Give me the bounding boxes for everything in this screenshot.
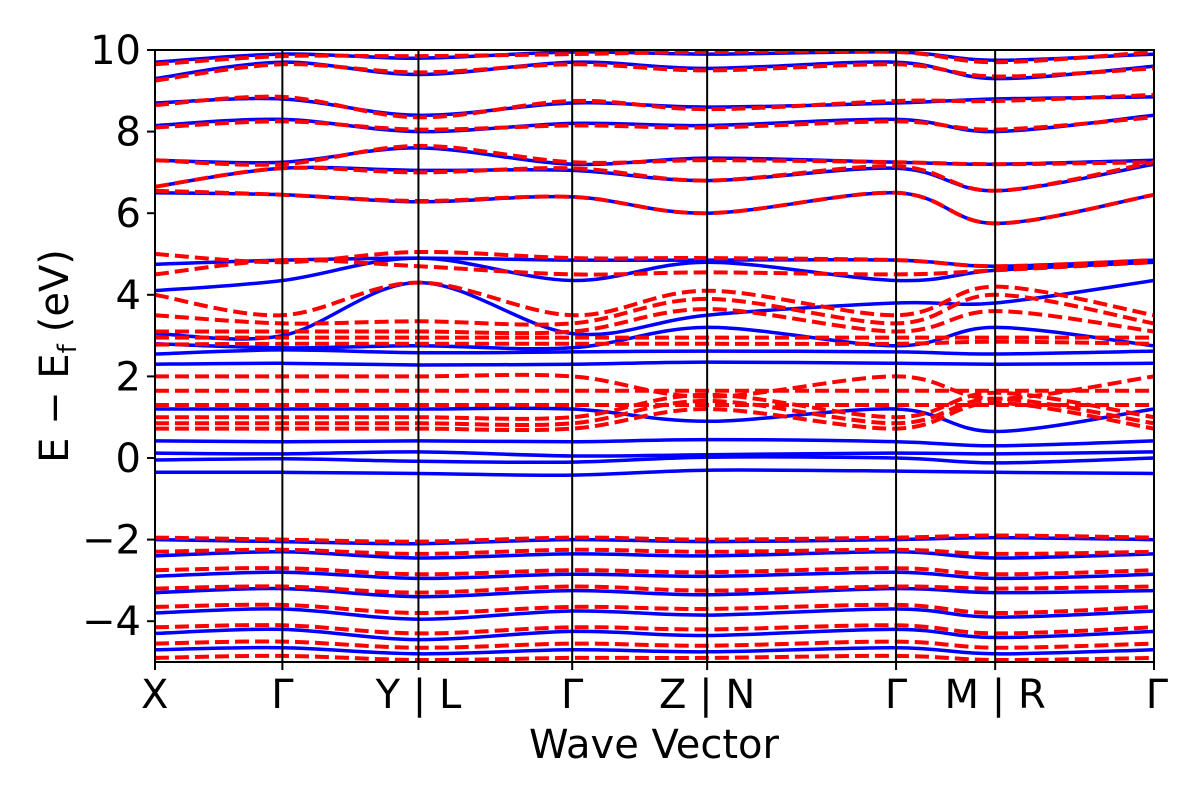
- dashed-band-14: [155, 160, 1154, 193]
- y-axis-label-main: E − E: [32, 353, 78, 463]
- dashed-band-1: [155, 396, 1154, 427]
- solid-band-7: [155, 325, 1154, 351]
- dashed-band-27: [155, 653, 1154, 662]
- dashed-band-19: [155, 50, 1154, 67]
- svg-text:E − Ef(eV): E − Ef (eV): [32, 249, 83, 463]
- x-tick-label: Γ: [885, 672, 908, 718]
- solid-band-0: [155, 468, 1154, 477]
- solid-band-24: [155, 645, 1154, 656]
- x-tick-label: Γ: [561, 672, 584, 718]
- x-tick-label: Γ: [271, 672, 294, 718]
- y-tick-label: 10: [90, 28, 141, 74]
- dashed-band-26: [155, 639, 1154, 650]
- y-tick-label: 0: [116, 436, 141, 482]
- solid-band-20: [155, 570, 1154, 581]
- dashed-band-9: [155, 292, 1154, 327]
- dashed-band-8: [155, 307, 1154, 336]
- dashed-band-12: [155, 249, 1154, 269]
- dashed-band-17: [155, 92, 1154, 120]
- y-axis-label-unit: (eV): [32, 249, 78, 332]
- plot-frame: [154, 49, 1155, 663]
- solid-band-19: [155, 550, 1154, 560]
- dashed-band-25: [155, 623, 1154, 636]
- dashed-band-24: [155, 602, 1154, 616]
- dashed-band-10: [155, 280, 1154, 318]
- dashed-band-21: [155, 547, 1154, 556]
- y-tick-label: 6: [116, 191, 141, 237]
- segment-dividers: [281, 50, 997, 662]
- y-axis-label: E − Ef (eV): [32, 249, 83, 463]
- dashed-band-6: [155, 339, 1154, 347]
- solid-band-22: [155, 607, 1154, 621]
- y-tick-label: −2: [82, 518, 141, 564]
- bands-layer: [155, 50, 1154, 662]
- solid-band-2: [155, 450, 1154, 458]
- x-tick-label: Γ: [1146, 672, 1169, 718]
- y-axis-label-subscript: f: [53, 343, 83, 353]
- dashed-band-22: [155, 566, 1154, 577]
- x-axis-label: Wave Vector: [529, 722, 780, 768]
- dashed-band-0: [155, 400, 1154, 433]
- y-tick-label: 8: [116, 110, 141, 156]
- solid-band-6: [155, 348, 1154, 356]
- y-tick-label: −4: [82, 599, 141, 645]
- x-tick-label: X: [141, 672, 168, 718]
- dashed-band-18: [155, 62, 1154, 83]
- solid-band-3: [155, 437, 1154, 448]
- solid-band-5: [155, 360, 1154, 367]
- dashed-band-23: [155, 584, 1154, 595]
- solid-band-23: [155, 627, 1154, 642]
- x-tick-label: Z | N: [659, 672, 755, 718]
- x-axis-ticks: X Γ Y | L Γ Z | N Γ M | R Γ: [141, 662, 1169, 718]
- dashed-band-5: [155, 372, 1154, 401]
- dashed-band-13: [155, 188, 1154, 226]
- solid-band-8: [155, 278, 1154, 341]
- dashed-band-15: [155, 143, 1154, 167]
- dashed-band-16: [155, 115, 1154, 132]
- y-axis-ticks: −4 −2 0 2 4 6 8 10: [82, 28, 155, 645]
- x-tick-label: Y | L: [375, 672, 462, 718]
- x-tick-label: M | R: [945, 672, 1046, 718]
- y-tick-label: 4: [116, 273, 141, 319]
- solid-band-1: [155, 455, 1154, 465]
- y-tick-label: 2: [116, 354, 141, 400]
- dashed-band-20: [155, 533, 1154, 544]
- solid-band-21: [155, 586, 1154, 599]
